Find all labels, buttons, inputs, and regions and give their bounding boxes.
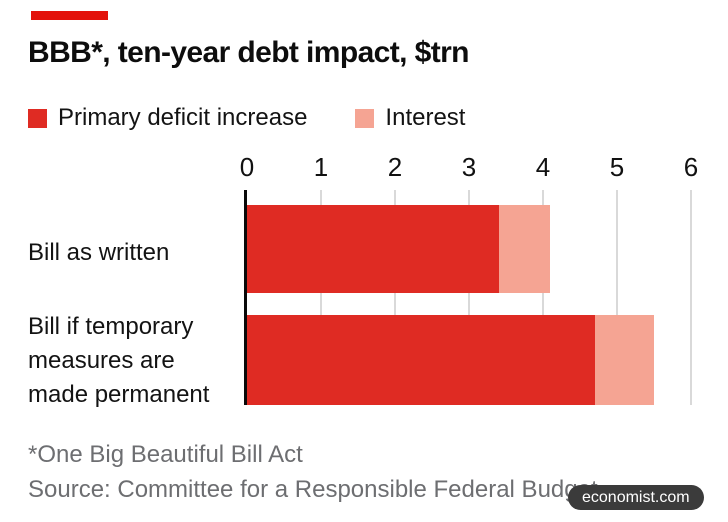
x-tick-label-2: 2 bbox=[387, 152, 403, 182]
legend-item-primary-deficit: Primary deficit increase bbox=[28, 104, 307, 132]
category-label-bill-as-written: Bill as written bbox=[28, 239, 170, 266]
bar-segment-interest-row0 bbox=[498, 205, 551, 293]
bar-segment-primary-deficit-increase-row0 bbox=[247, 205, 499, 293]
legend-swatch-interest-icon bbox=[355, 108, 375, 128]
gridline-1 bbox=[320, 190, 322, 405]
chart-title: BBB*, ten-year debt impact, $trn bbox=[28, 36, 470, 69]
legend: Primary deficit increase Interest bbox=[28, 104, 465, 132]
gridline-5 bbox=[616, 190, 618, 405]
economist-badge: economist.com bbox=[568, 485, 704, 510]
gridline-3 bbox=[468, 190, 470, 405]
plot-area bbox=[244, 190, 692, 405]
source-line: Source: Committee for a Responsible Fede… bbox=[28, 476, 598, 503]
legend-label-primary-deficit: Primary deficit increase bbox=[58, 104, 308, 131]
x-tick-label-1: 1 bbox=[313, 152, 329, 182]
gridline-2 bbox=[394, 190, 396, 405]
x-tick-label-0: 0 bbox=[239, 152, 255, 182]
x-tick-label-4: 4 bbox=[535, 152, 551, 182]
legend-swatch-primary-deficit-icon bbox=[28, 108, 47, 128]
bar-segment-interest-row1 bbox=[594, 315, 654, 405]
x-tick-label-5: 5 bbox=[609, 152, 625, 182]
legend-item-interest: Interest bbox=[355, 104, 465, 132]
category-label-bill-permanent: Bill if temporary measures are made perm… bbox=[28, 313, 210, 408]
x-tick-label-3: 3 bbox=[461, 152, 477, 182]
x-tick-label-6: 6 bbox=[683, 152, 699, 182]
bar-segment-primary-deficit-increase-row1 bbox=[247, 315, 595, 405]
legend-label-interest: Interest bbox=[385, 104, 466, 131]
gridline-6 bbox=[690, 190, 692, 405]
footnote: *One Big Beautiful Bill Act bbox=[28, 441, 303, 468]
y-axis-line bbox=[244, 190, 247, 405]
economist-red-tab-icon bbox=[31, 11, 108, 20]
gridline-4 bbox=[542, 190, 544, 405]
x-axis-tick-labels: 0 1 2 3 4 5 6 bbox=[240, 152, 698, 186]
